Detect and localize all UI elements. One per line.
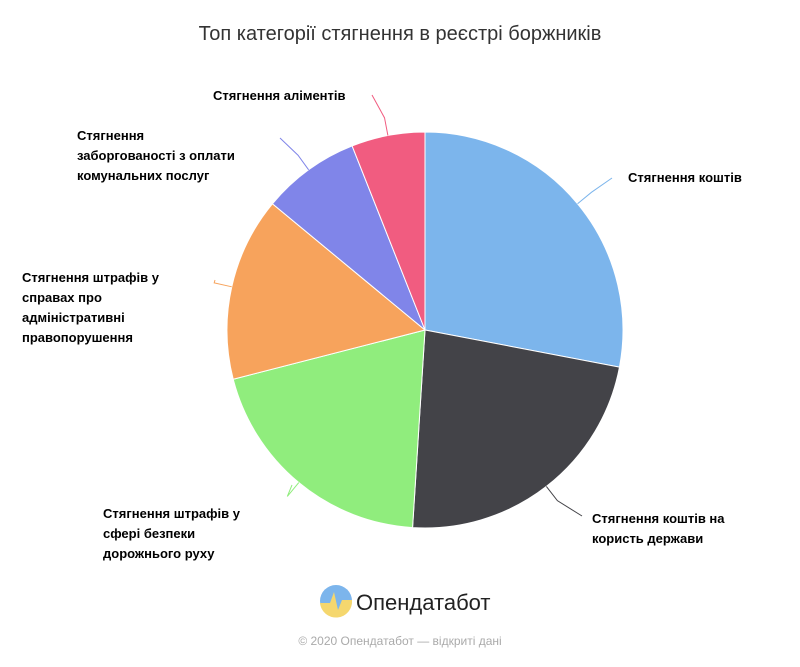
chart-title: Топ категорії стягнення в реєстрі боржни… bbox=[199, 23, 602, 45]
slice bbox=[412, 329, 621, 529]
credit: © 2020 Опендатабот — відкриті дані bbox=[298, 634, 501, 648]
connector bbox=[577, 177, 613, 205]
label-line: Стягнення коштів на bbox=[592, 511, 725, 526]
slice bbox=[226, 203, 427, 380]
label-line: користь держави bbox=[592, 531, 703, 546]
slice-label: Стягнення коштів bbox=[628, 170, 742, 185]
connector bbox=[286, 482, 300, 497]
slice bbox=[351, 131, 426, 331]
connector bbox=[279, 137, 310, 171]
connector bbox=[545, 486, 583, 517]
label-line: правопорушення bbox=[22, 330, 133, 345]
label-line: Стягнення штрафів у bbox=[103, 506, 241, 521]
connector bbox=[371, 94, 389, 136]
slice bbox=[232, 329, 426, 529]
slice-label: Стягнення аліментів bbox=[213, 88, 346, 103]
slice-label: Стягнення заборгованості з оплати комуналь… bbox=[77, 128, 235, 183]
logo: Опендатабот bbox=[356, 590, 491, 615]
label-line: сфері безпеки bbox=[103, 526, 195, 541]
label-line: Стягнення штрафів у bbox=[22, 270, 160, 285]
label-line: заборгованості з оплати bbox=[77, 148, 235, 163]
slice-label: Стягнення штрафів у справах про адміністра… bbox=[22, 270, 160, 345]
label-line: комунальних послуг bbox=[77, 168, 210, 183]
slice bbox=[271, 145, 426, 331]
logo-icon bbox=[320, 585, 353, 618]
label-line: Стягнення bbox=[77, 128, 144, 143]
label-line: Стягнення аліментів bbox=[213, 88, 346, 103]
label-line: справах про bbox=[22, 290, 102, 305]
label-line: дорожнього руху bbox=[103, 546, 215, 561]
connector bbox=[213, 279, 232, 288]
slice-label: Стягнення коштів на користь держави bbox=[592, 511, 725, 546]
slice-label: Стягнення штрафів у сфері безпеки дорожньо… bbox=[103, 506, 241, 561]
label-line: адміністративні bbox=[22, 310, 125, 325]
label-line: Стягнення коштів bbox=[628, 170, 742, 185]
